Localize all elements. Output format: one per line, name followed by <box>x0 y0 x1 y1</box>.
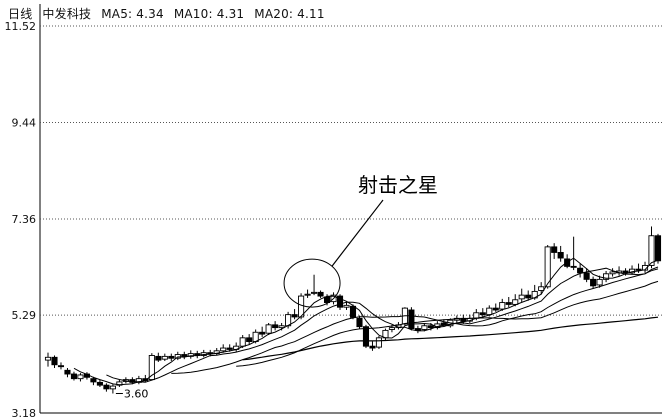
candle-body <box>349 305 357 318</box>
candle-body <box>421 325 428 330</box>
candle-body <box>479 312 486 316</box>
candle-body <box>356 317 363 328</box>
candle-body <box>577 267 584 274</box>
candle-body <box>64 369 71 375</box>
candle-body <box>181 354 188 357</box>
candle-body <box>51 356 58 366</box>
candle-body <box>317 291 324 297</box>
candle-body <box>155 355 162 361</box>
candle-body <box>311 291 318 294</box>
candle-body <box>512 299 519 305</box>
candle-body <box>187 353 194 357</box>
candle-body <box>246 337 253 342</box>
ma20-value: MA20: 4.11 <box>254 7 325 21</box>
candle-body <box>174 354 181 359</box>
chart-header: 日线 中发科技 MA5: 4.34 MA10: 4.31 MA20: 4.11 <box>8 5 331 22</box>
candle-body <box>654 235 662 262</box>
candle-body <box>103 384 110 390</box>
candle-body <box>427 325 434 329</box>
y-tick-label: 11.52 <box>5 20 37 33</box>
candle-body <box>272 324 279 329</box>
stock-name: 中发科技 <box>42 7 92 21</box>
candle-body <box>622 270 629 274</box>
ma60-line <box>242 316 659 361</box>
low-price-label: 3.60 <box>124 388 149 401</box>
candle-body <box>44 356 52 361</box>
candle-body <box>265 324 272 334</box>
ma10-value: MA10: 4.31 <box>173 7 245 21</box>
candle-body <box>70 373 78 380</box>
candle-body <box>603 273 610 280</box>
y-tick-label: 5.29 <box>12 309 37 322</box>
ma30-line <box>236 280 659 367</box>
candle-body <box>408 309 415 329</box>
candle-body <box>135 378 142 383</box>
candle-body <box>90 378 97 383</box>
candle-body <box>557 251 564 259</box>
ma5-line <box>73 257 659 386</box>
ma10-line <box>106 266 659 383</box>
candle-body <box>168 355 175 359</box>
ma5-value: MA5: 4.34 <box>101 7 164 21</box>
candle-body <box>551 246 558 253</box>
candle-body <box>375 337 383 348</box>
candle-body <box>525 294 532 299</box>
candle-body <box>570 265 577 268</box>
candle-body <box>109 385 116 390</box>
candle-body <box>343 304 350 308</box>
candle-body <box>505 302 512 305</box>
y-tick-label: 7.36 <box>12 213 37 226</box>
candle-body <box>96 381 103 386</box>
candle-body <box>291 314 298 318</box>
candle-body <box>323 296 331 304</box>
candle-body <box>486 307 493 316</box>
candle-body <box>609 271 616 275</box>
candle-body <box>77 374 84 380</box>
period-label: 日线 <box>8 7 33 21</box>
candle-body <box>583 272 590 280</box>
candle-body <box>544 246 551 288</box>
candle-body <box>304 293 311 296</box>
candle-body <box>239 337 246 347</box>
candle-body <box>538 286 545 291</box>
candle-body <box>369 345 376 349</box>
candle-body <box>388 327 395 330</box>
y-tick-label: 3.18 <box>12 407 37 419</box>
candle-body <box>590 278 597 287</box>
ma20-line <box>171 268 659 374</box>
candle-body <box>362 326 370 347</box>
candle-body <box>635 268 642 271</box>
candle-body <box>499 302 506 310</box>
shooting-star-label: 射击之星 <box>358 173 438 197</box>
annotation-pointer <box>331 199 384 267</box>
candle-body <box>161 355 168 360</box>
candle-body <box>207 352 214 355</box>
candle-body <box>259 331 266 335</box>
highlight-circle <box>283 258 341 308</box>
candle-body <box>57 365 65 368</box>
candle-body <box>336 295 344 308</box>
candle-body <box>492 307 499 311</box>
candle-body <box>148 355 155 381</box>
y-tick-label: 9.44 <box>12 117 37 130</box>
candle-body <box>278 325 285 329</box>
candle-body <box>226 347 233 350</box>
candle-body <box>518 294 525 300</box>
candle-body <box>596 278 603 286</box>
candle-body <box>648 235 655 266</box>
candle-body <box>220 347 227 352</box>
